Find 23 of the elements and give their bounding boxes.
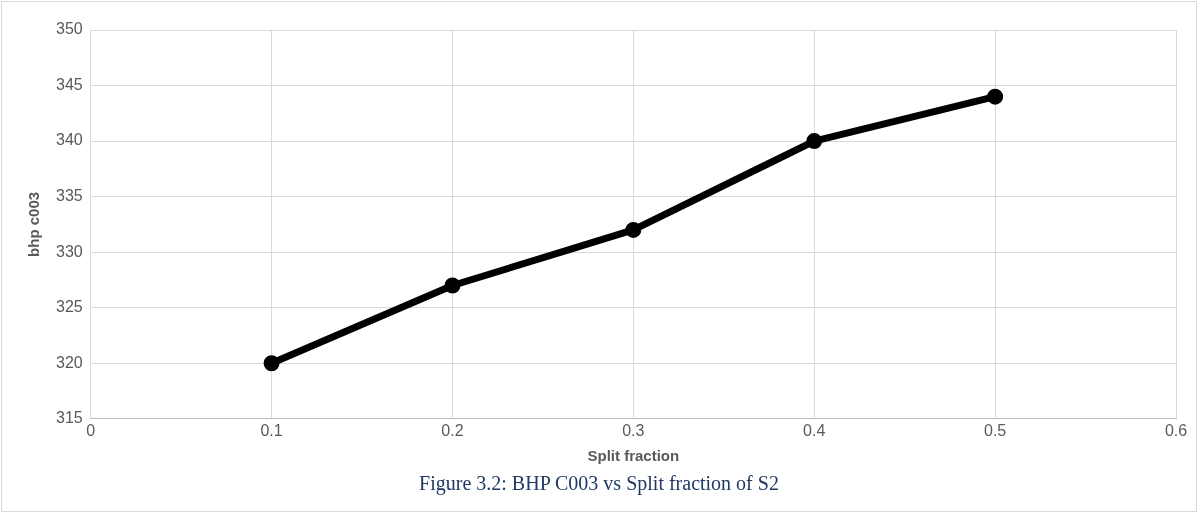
y-tick-label: 345 <box>55 75 83 93</box>
point <box>987 88 1004 105</box>
x-tick-label: 0.5 <box>983 421 1007 439</box>
y-tick-label: 320 <box>55 353 83 371</box>
x-tick-label: 0.1 <box>260 421 283 439</box>
x-tick-label: 0.4 <box>803 421 826 439</box>
y-tick-label: 335 <box>55 187 83 205</box>
x-tick-label: 0.6 <box>1164 421 1188 439</box>
y-tick-label: 315 <box>55 409 83 427</box>
y-tick-label: 350 <box>55 20 83 38</box>
y-axis-title: bhp c003 <box>25 191 43 257</box>
point <box>625 221 642 238</box>
point <box>806 133 823 150</box>
x-tick-label: 0.2 <box>441 421 464 439</box>
x-axis-title: Split fraction <box>587 447 680 465</box>
y-tick-label: 340 <box>55 131 83 149</box>
x-tick-label: 0.3 <box>622 421 645 439</box>
x-tick-label: 0 <box>86 421 96 439</box>
point <box>444 277 461 294</box>
y-tick-label: 325 <box>55 298 83 316</box>
caption: Figure 3.2: BHP C003 vs Split fraction of S2 <box>418 472 780 495</box>
point <box>263 355 280 372</box>
y-tick-label: 330 <box>55 242 83 260</box>
